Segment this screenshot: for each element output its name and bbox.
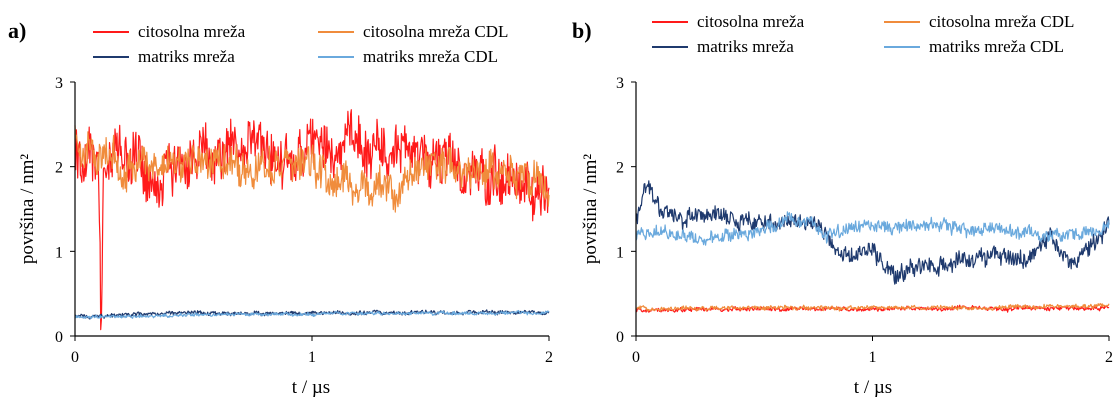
series-line-a-matriks-mre-a-cdl [74, 309, 550, 319]
legend-a: citosolna mreža matriks mreža citosolna mr… [93, 22, 508, 66]
y-tick-label-b-3: 3 [616, 75, 624, 92]
legend-b: citosolna mreža matriks mreža citosolna mr… [652, 12, 1074, 56]
series-line-a-citosolna-mre-a-cdl [74, 125, 550, 213]
series-line-a-matriks-mre-a [74, 309, 550, 320]
y-tick-label-a-2: 2 [55, 160, 63, 177]
x-tick-label-a-0: 0 [71, 349, 79, 366]
legend-label-b-matriks-mre-a: matriks mreža [697, 37, 794, 56]
y-axis-title-a: površina / nm² [17, 154, 38, 264]
legend-item-b-matriks-mre-a-cdl: matriks mreža CDL [884, 37, 1064, 56]
legend-label-b-matriks-mre-a-cdl: matriks mreža CDL [929, 37, 1064, 56]
y-tick-label-a-3: 3 [55, 75, 63, 92]
y-tick-label-b-2: 2 [616, 160, 624, 177]
series-line-a-citosolna-mre-a [74, 109, 550, 331]
legend-item-b-citosolna-mre-a-cdl: citosolna mreža CDL [884, 12, 1074, 31]
legend-item-b-matriks-mre-a: matriks mreža [652, 37, 794, 56]
x-tick-label-b-1: 1 [869, 349, 877, 366]
y-axis-title-b: površina / nm² [580, 154, 601, 264]
y-tick-label-b-1: 1 [616, 244, 624, 261]
x-tick-label-b-2: 2 [1105, 349, 1113, 366]
legend-item-a-matriks-mre-a-cdl: matriks mreža CDL [318, 47, 498, 66]
y-tick-label-b-0: 0 [616, 329, 624, 346]
y-tick-label-a-1: 1 [55, 244, 63, 261]
x-tick-label-a-2: 2 [545, 349, 553, 366]
legend-label-a-matriks-mre-a-cdl: matriks mreža CDL [363, 47, 498, 66]
legend-label-a-matriks-mre-a: matriks mreža [138, 47, 235, 66]
panel-label-a: a) [8, 18, 26, 43]
legend-label-b-citosolna-mre-a: citosolna mreža [697, 12, 805, 31]
legend-label-b-citosolna-mre-a-cdl: citosolna mreža CDL [929, 12, 1074, 31]
series-line-b-matriks-mre-a-cdl [635, 211, 1110, 246]
series-line-b-citosolna-mre-a-cdl [635, 302, 1110, 312]
series-line-b-matriks-mre-a [635, 180, 1110, 285]
series-group-b [635, 180, 1110, 313]
panel-label-b: b) [572, 18, 592, 43]
x-tick-label-a-1: 1 [308, 349, 316, 366]
legend-item-a-citosolna-mre-a-cdl: citosolna mreža CDL [318, 22, 508, 41]
axes-b: 0 1 2 3 0 1 2 [616, 75, 1113, 366]
legend-item-b-citosolna-mre-a: citosolna mreža [652, 12, 805, 31]
legend-label-a-citosolna-mre-a-cdl: citosolna mreža CDL [363, 22, 508, 41]
legend-item-a-matriks-mre-a: matriks mreža [93, 47, 235, 66]
y-tick-label-a-0: 0 [55, 329, 63, 346]
legend-item-a-citosolna-mre-a: citosolna mreža [93, 22, 246, 41]
series-group-a [74, 109, 550, 331]
axes-a: 0 1 2 3 0 1 2 [55, 75, 553, 366]
x-axis-title-b: t / µs [854, 377, 892, 398]
legend-label-a-citosolna-mre-a: citosolna mreža [138, 22, 246, 41]
x-axis-title-a: t / µs [292, 377, 330, 398]
x-tick-label-b-0: 0 [632, 349, 640, 366]
